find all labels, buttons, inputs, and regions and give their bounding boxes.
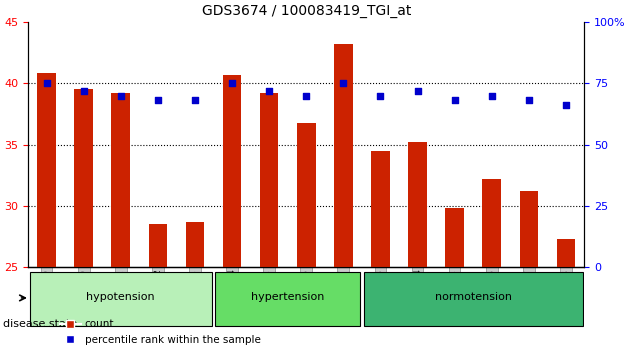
FancyBboxPatch shape: [215, 272, 360, 326]
Bar: [483, 179, 501, 267]
Point: [561, 103, 571, 108]
Title: GDS3674 / 100083419_TGI_at: GDS3674 / 100083419_TGI_at: [202, 4, 411, 18]
Bar: [334, 44, 353, 267]
Point: [190, 98, 200, 103]
FancyBboxPatch shape: [364, 272, 583, 326]
Point: [153, 98, 163, 103]
Point: [301, 93, 311, 98]
Point: [116, 93, 126, 98]
Point: [227, 80, 237, 86]
Bar: [260, 93, 278, 267]
Point: [338, 80, 348, 86]
Point: [79, 88, 89, 93]
Bar: [297, 122, 316, 267]
Bar: [557, 239, 575, 267]
Text: hypotension: hypotension: [86, 292, 155, 302]
Bar: [445, 209, 464, 267]
Point: [264, 88, 274, 93]
Bar: [37, 74, 56, 267]
Bar: [520, 191, 538, 267]
Bar: [112, 93, 130, 267]
Bar: [223, 75, 241, 267]
Point: [375, 93, 386, 98]
FancyBboxPatch shape: [30, 272, 212, 326]
Point: [487, 93, 497, 98]
Bar: [186, 222, 204, 267]
Point: [42, 80, 52, 86]
Bar: [408, 142, 427, 267]
Text: normotension: normotension: [435, 292, 512, 302]
Bar: [74, 90, 93, 267]
Point: [413, 88, 423, 93]
Text: disease state: disease state: [3, 319, 77, 329]
Legend: count, percentile rank within the sample: count, percentile rank within the sample: [55, 315, 265, 349]
Bar: [149, 224, 167, 267]
Point: [524, 98, 534, 103]
Point: [450, 98, 460, 103]
Bar: [371, 151, 390, 267]
Text: hypertension: hypertension: [251, 292, 324, 302]
